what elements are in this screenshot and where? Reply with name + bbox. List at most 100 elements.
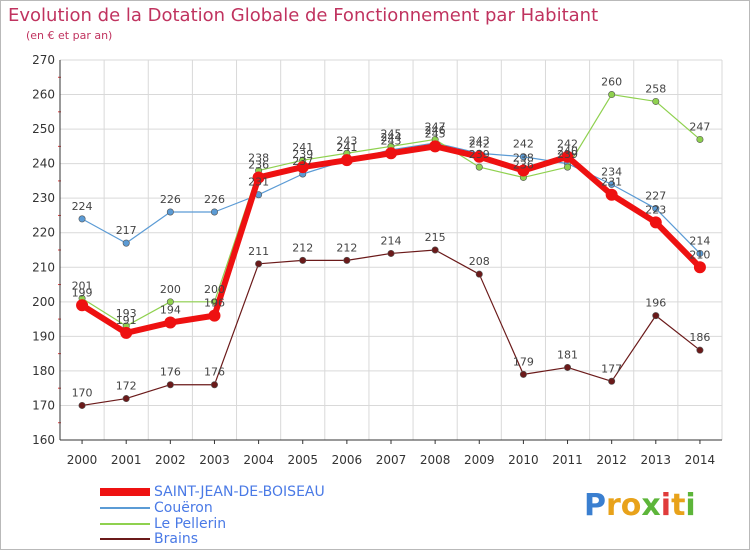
logo-letter-4: i [660, 488, 672, 523]
data-label-saint-jean-de-boiseau-2012: 231 [601, 176, 622, 189]
data-label-le-pellerin-2014: 247 [689, 120, 710, 133]
data-label-le-pellerin-2001: 193 [116, 307, 137, 320]
data-point-saint-jean-de-boiseau-2013 [649, 216, 662, 229]
legend-label-le-pellerin: Le Pellerin [154, 516, 227, 532]
data-label-saint-jean-de-boiseau-2001: 191 [116, 314, 137, 327]
data-label-le-pellerin-2009: 239 [469, 148, 490, 161]
data-label-saint-jean-de-boiseau-2005: 239 [292, 148, 313, 161]
x-tick-label-2000: 2000 [67, 453, 98, 467]
data-label-brains-2000: 170 [72, 386, 93, 399]
data-label-cou-ron-2005: 237 [292, 155, 313, 168]
data-label-cou-ron-2012: 234 [601, 165, 622, 178]
data-label-saint-jean-de-boiseau-2000: 199 [72, 286, 93, 299]
legend-label-coueron: Couëron [154, 500, 213, 516]
y-tick-label-210: 210 [32, 260, 55, 274]
y-tick-label-170: 170 [32, 398, 55, 412]
y-tick-label-220: 220 [32, 226, 55, 240]
data-point-cou-ron-2010 [519, 153, 527, 161]
chart-title: Evolution de la Dotation Globale de Fonc… [8, 5, 599, 26]
data-point-brains-2013 [652, 312, 660, 320]
data-point-saint-jean-de-boiseau-2002 [164, 316, 177, 329]
data-label-cou-ron-2003: 226 [204, 193, 225, 206]
data-point-saint-jean-de-boiseau-2009 [473, 150, 486, 163]
data-point-cou-ron-2012 [608, 180, 616, 188]
data-label-brains-2012: 177 [601, 362, 622, 375]
data-label-le-pellerin-2008: 247 [425, 120, 446, 133]
data-point-saint-jean-de-boiseau-2012 [605, 188, 618, 201]
y-tick-label-190: 190 [32, 329, 55, 343]
data-label-le-pellerin-2007: 245 [381, 127, 402, 140]
data-label-cou-ron-2013: 227 [645, 190, 666, 203]
data-point-le-pellerin-2011 [564, 163, 572, 171]
data-label-saint-jean-de-boiseau-2003: 196 [204, 297, 225, 310]
data-point-le-pellerin-2009 [475, 163, 483, 171]
x-tick-label-2011: 2011 [552, 453, 583, 467]
data-label-le-pellerin-2010: 236 [513, 158, 534, 171]
data-label-saint-jean-de-boiseau-2010: 238 [513, 152, 534, 165]
data-label-le-pellerin-2005: 241 [292, 141, 313, 154]
data-label-brains-2014: 186 [689, 331, 710, 344]
data-point-saint-jean-de-boiseau-2000 [76, 299, 89, 312]
data-point-saint-jean-de-boiseau-2004 [252, 171, 265, 184]
data-label-cou-ron-2010: 242 [513, 138, 534, 151]
data-label-cou-ron-2009: 243 [469, 134, 490, 147]
legend-label-saint-jean: SAINT-JEAN-DE-BOISEAU [154, 484, 325, 500]
data-label-le-pellerin-2004: 238 [248, 152, 269, 165]
x-tick-label-2010: 2010 [508, 453, 539, 467]
x-tick-label-2007: 2007 [376, 453, 407, 467]
y-tick-label-260: 260 [32, 88, 55, 102]
data-label-le-pellerin-2003: 200 [204, 283, 225, 296]
data-point-saint-jean-de-boiseau-2008 [429, 140, 442, 153]
data-point-brains-2014 [696, 346, 704, 354]
data-point-le-pellerin-2013 [652, 97, 660, 105]
x-tick-label-2013: 2013 [641, 453, 672, 467]
data-label-brains-2006: 212 [336, 241, 357, 254]
logo-letter-1: r [606, 488, 621, 523]
data-point-brains-2005 [299, 256, 307, 264]
data-point-brains-2006 [343, 256, 351, 264]
data-label-cou-ron-2002: 226 [160, 193, 181, 206]
data-point-saint-jean-de-boiseau-2010 [517, 164, 530, 177]
y-tick-label-230: 230 [32, 191, 55, 205]
x-tick-label-2014: 2014 [685, 453, 716, 467]
data-label-cou-ron-2014: 214 [689, 234, 710, 247]
y-tick-label-250: 250 [32, 122, 55, 136]
data-point-saint-jean-de-boiseau-2011 [561, 150, 574, 163]
y-tick-label-270: 270 [32, 53, 55, 67]
data-point-saint-jean-de-boiseau-2003 [208, 309, 221, 322]
data-label-brains-2004: 211 [248, 245, 269, 258]
data-label-brains-2011: 181 [557, 348, 578, 361]
data-point-cou-ron-2003 [210, 208, 218, 216]
data-label-cou-ron-2006: 241 [336, 141, 357, 154]
data-label-le-pellerin-2000: 201 [72, 279, 93, 292]
data-label-brains-2001: 172 [116, 380, 137, 393]
data-label-brains-2013: 196 [645, 297, 666, 310]
data-label-saint-jean-de-boiseau-2011: 242 [557, 138, 578, 151]
data-label-saint-jean-de-boiseau-2008: 245 [425, 127, 446, 140]
data-label-cou-ron-2004: 231 [248, 176, 269, 189]
data-point-saint-jean-de-boiseau-2007 [385, 147, 397, 160]
data-point-cou-ron-2013 [652, 205, 660, 213]
logo-letter-0: P [584, 488, 606, 523]
data-point-le-pellerin-2012 [608, 91, 616, 99]
data-label-brains-2003: 176 [204, 366, 225, 379]
y-tick-label-200: 200 [32, 295, 55, 309]
data-label-saint-jean-de-boiseau-2007: 243 [381, 134, 402, 147]
data-point-le-pellerin-2014 [696, 135, 704, 143]
data-point-brains-2011 [564, 363, 572, 371]
data-label-saint-jean-de-boiseau-2002: 194 [160, 304, 181, 317]
data-point-brains-2008 [431, 246, 439, 254]
data-label-saint-jean-de-boiseau-2013: 223 [645, 203, 666, 216]
logo-letter-3: x [641, 488, 661, 523]
data-label-brains-2009: 208 [469, 255, 490, 268]
data-label-cou-ron-2001: 217 [116, 224, 137, 237]
data-point-cou-ron-2014 [696, 249, 704, 257]
data-point-cou-ron-2000 [78, 215, 86, 223]
data-point-brains-2009 [475, 270, 483, 278]
data-point-brains-2010 [519, 370, 527, 378]
y-tick-label-180: 180 [32, 364, 55, 378]
data-label-saint-jean-de-boiseau-2009: 242 [469, 138, 490, 151]
data-label-cou-ron-2007: 244 [381, 131, 402, 144]
data-label-le-pellerin-2011: 239 [557, 148, 578, 161]
